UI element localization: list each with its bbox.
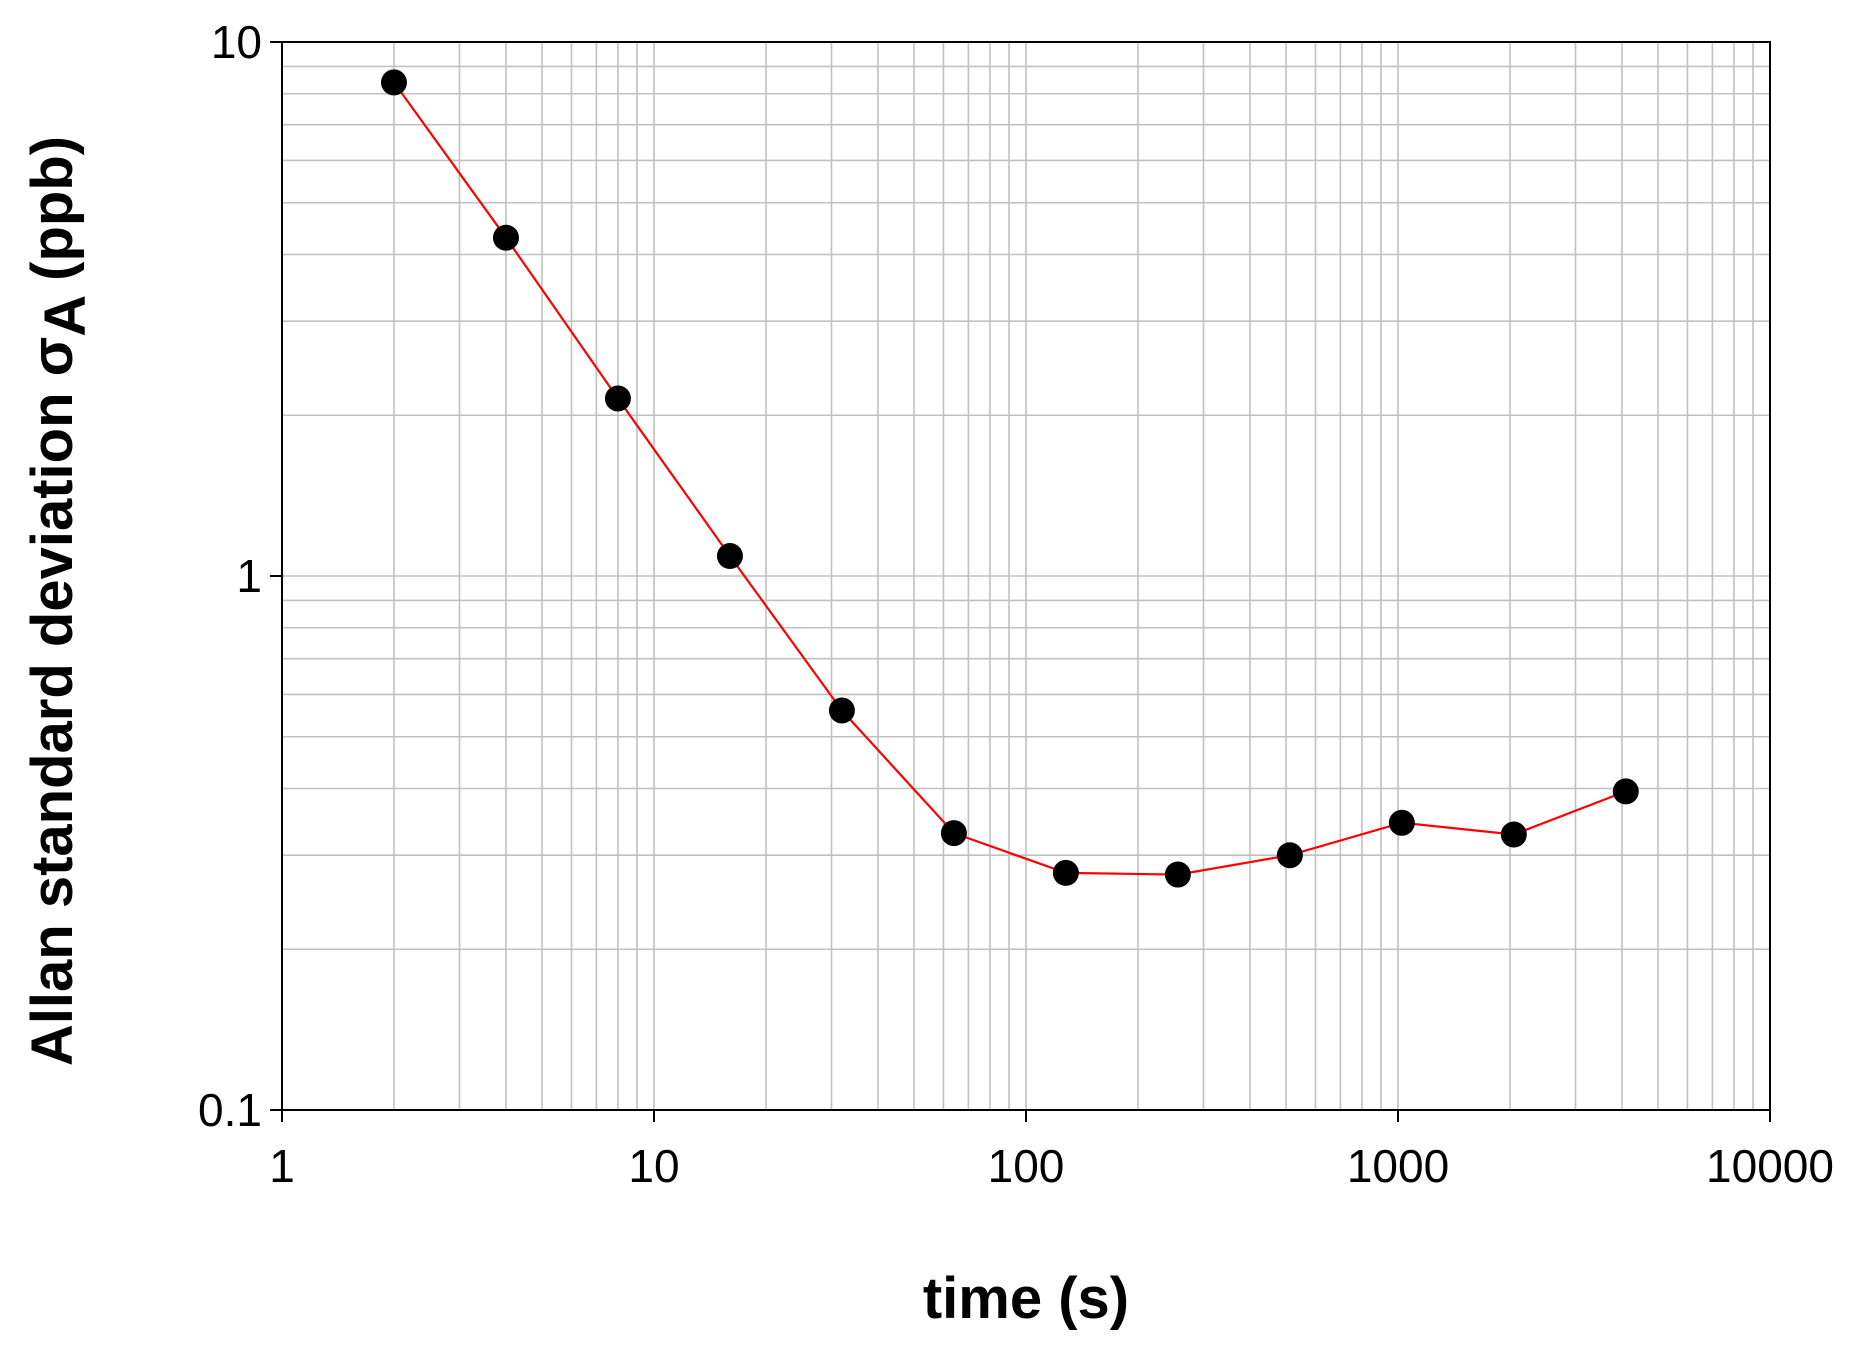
data-point — [716, 543, 743, 570]
y-axis-title-main: Allan standard deviation σ — [20, 337, 85, 1066]
x-tick-label: 10000 — [1706, 1140, 1834, 1192]
y-tick-label: 1 — [236, 550, 262, 602]
data-point — [380, 69, 407, 96]
y-axis-title-subscript: A — [33, 296, 98, 337]
x-tick-label: 100 — [988, 1140, 1065, 1192]
data-point — [828, 697, 855, 724]
data-point — [604, 385, 631, 412]
y-tick-label: 10 — [211, 16, 262, 68]
y-axis-title-unit: (ppb) — [20, 136, 85, 297]
series-line — [393, 81, 1627, 876]
data-point — [1276, 842, 1303, 869]
x-tick-labels: 1 10 100 1000 10000 — [269, 1140, 1834, 1192]
data-markers — [380, 69, 1639, 888]
y-tick-label: 0.1 — [198, 1084, 262, 1136]
x-tick-label: 10 — [628, 1140, 679, 1192]
x-axis-title: time (s) — [923, 1266, 1129, 1331]
x-tick-label: 1 — [269, 1140, 295, 1192]
data-point — [1612, 778, 1639, 805]
data-point — [1052, 859, 1079, 886]
data-point — [940, 820, 967, 847]
data-point — [1500, 821, 1527, 848]
x-tick-label: 1000 — [1347, 1140, 1449, 1192]
data-point — [1388, 809, 1415, 836]
axis-ticks — [270, 41, 1771, 1122]
y-axis-title: Allan standard deviation σA (ppb) — [20, 136, 98, 1066]
data-point — [1164, 861, 1191, 888]
y-tick-labels: 0.1 1 10 — [198, 16, 262, 1136]
grid — [282, 42, 1770, 1110]
data-point — [492, 224, 519, 251]
